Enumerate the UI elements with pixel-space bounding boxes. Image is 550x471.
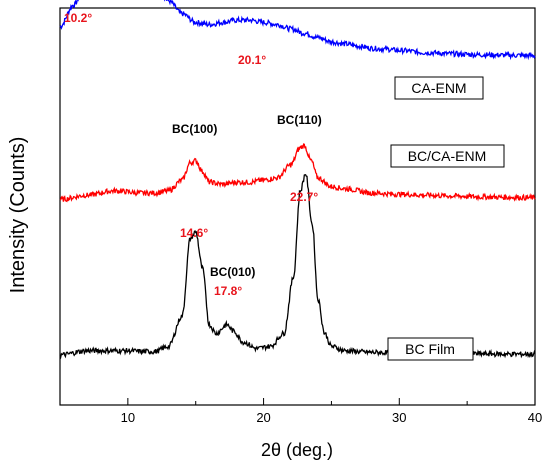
x-tick-label: 20 <box>256 410 270 425</box>
peak-annotation: 14.6° <box>180 226 208 240</box>
x-tick-label: 30 <box>392 410 406 425</box>
peak-annotation: 20.1° <box>238 53 266 67</box>
peak-annotation: 10.2° <box>64 11 92 25</box>
x-ticks <box>59 398 536 405</box>
x-tick-label: 10 <box>121 410 135 425</box>
series-line-ca-enm <box>59 0 536 61</box>
x-tick-labels: 10 20 30 40 <box>121 410 543 425</box>
peak-annotation: BC(110) <box>277 113 322 127</box>
curve-label-text: BC/CA-ENM <box>408 148 487 164</box>
curve-labels: CA-ENM BC/CA-ENM BC Film <box>387 76 505 361</box>
peak-annotation: BC(010) <box>210 265 255 279</box>
y-axis-title: Intensity (Counts) <box>7 137 29 294</box>
plot-border <box>59 7 536 406</box>
peak-annotation: 17.8° <box>214 284 242 298</box>
x-axis-title: 2θ (deg.) <box>261 440 333 460</box>
curve-label-bc-film: BC Film <box>387 337 474 361</box>
curve-label-text: CA-ENM <box>411 80 466 96</box>
curve-label-text: BC Film <box>405 341 455 357</box>
peak-annotations: 10.2° 20.1° BC(100) BC(110) 22.7° 14.6° … <box>64 11 322 298</box>
curve-label-ca-enm: CA-ENM <box>394 76 484 100</box>
series-line-bc-ca-enm <box>59 143 536 203</box>
x-tick-label: 40 <box>528 410 542 425</box>
series-layer <box>59 0 536 360</box>
curve-label-bc-ca-enm: BC/CA-ENM <box>390 144 505 168</box>
peak-annotation: 22.7° <box>290 190 318 204</box>
peak-annotation: BC(100) <box>172 122 217 136</box>
plot-frame <box>59 7 536 406</box>
